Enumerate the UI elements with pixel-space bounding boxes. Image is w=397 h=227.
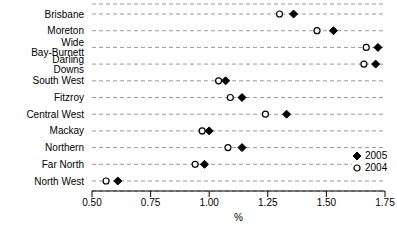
- svg-text:Mackay: Mackay: [50, 125, 84, 136]
- svg-text:Brisbane: Brisbane: [45, 9, 85, 20]
- html-text:2004: 2004: [365, 162, 388, 173]
- svg-text:%: %: [234, 212, 243, 223]
- svg-text:0.50: 0.50: [82, 197, 102, 208]
- svg-text:Moreton: Moreton: [47, 25, 84, 36]
- svg-text:Far North: Far North: [42, 159, 84, 170]
- svg-text:Fitzroy: Fitzroy: [54, 92, 84, 103]
- svg-text:North West: North West: [34, 176, 84, 187]
- svg-text:Northern: Northern: [45, 142, 84, 153]
- html-text:Wide: Wide: [61, 37, 84, 48]
- svg-text:1.25: 1.25: [258, 197, 278, 208]
- svg-text:1.00: 1.00: [199, 197, 219, 208]
- svg-text:South West: South West: [32, 75, 84, 86]
- svg-text:1.50: 1.50: [317, 197, 337, 208]
- html-text:Bay-Burnett: Bay-Burnett: [31, 47, 84, 58]
- svg-text:DarlingDowns: DarlingDowns: [52, 54, 84, 75]
- svg-text:Central West: Central West: [26, 109, 84, 120]
- svg-text:1.75: 1.75: [375, 197, 389, 208]
- svg-text:0.75: 0.75: [141, 197, 161, 208]
- html-text:2005: 2005: [365, 150, 388, 161]
